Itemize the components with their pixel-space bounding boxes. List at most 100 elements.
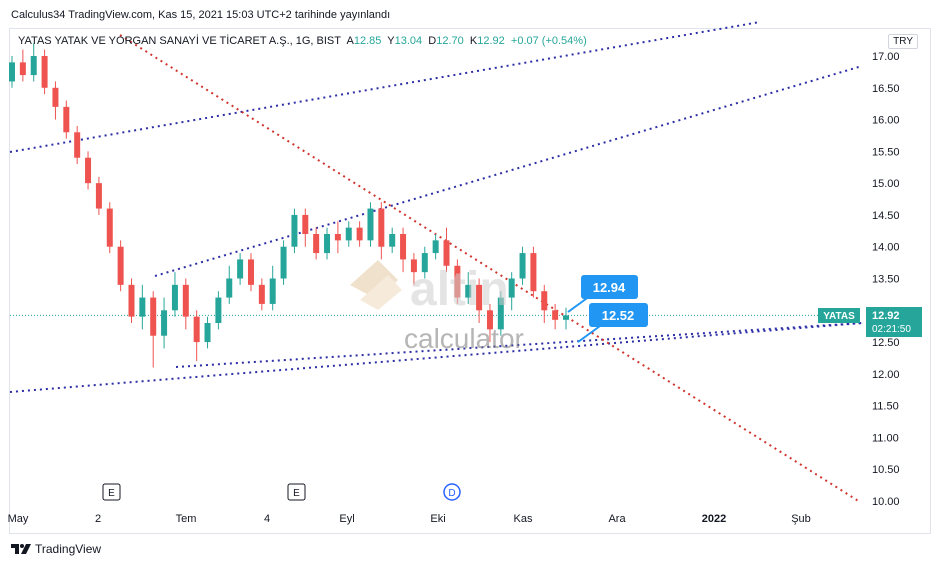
ohlc-low-value: 12.70 bbox=[436, 35, 464, 47]
chart-pane[interactable] bbox=[9, 28, 931, 534]
candle bbox=[41, 49, 48, 95]
candle-body bbox=[432, 240, 439, 254]
candle bbox=[63, 100, 70, 139]
candle bbox=[117, 240, 124, 292]
candle bbox=[247, 253, 254, 292]
candle bbox=[345, 221, 352, 247]
candle-body bbox=[421, 253, 428, 273]
y-tick-label: 11.50 bbox=[872, 401, 899, 413]
x-tick-label: 4 bbox=[264, 513, 270, 525]
candle bbox=[410, 253, 417, 285]
candle bbox=[313, 227, 320, 260]
ohlc-close-value: 12.92 bbox=[477, 35, 505, 47]
event-marker-dividend[interactable]: D bbox=[443, 483, 461, 501]
candle-body bbox=[30, 56, 37, 76]
event-marker-box bbox=[287, 483, 306, 501]
event-marker-earnings-2[interactable]: E bbox=[287, 483, 306, 501]
candle bbox=[237, 253, 244, 285]
candle-body bbox=[139, 297, 146, 317]
x-tick-label: Eki bbox=[430, 513, 445, 525]
y-tick-label: 15.00 bbox=[872, 178, 900, 190]
candle bbox=[269, 265, 276, 311]
candle bbox=[19, 49, 26, 82]
y-tick-label: 10.00 bbox=[872, 496, 900, 508]
candle bbox=[139, 284, 146, 330]
candle-body bbox=[74, 132, 81, 158]
candle-body bbox=[313, 234, 320, 254]
candle bbox=[476, 278, 483, 323]
y-tick-label: 16.50 bbox=[872, 83, 900, 95]
candle bbox=[9, 56, 15, 88]
channel-upper-line[interactable] bbox=[9, 21, 761, 153]
x-tick-label: May bbox=[8, 513, 29, 525]
channel-lower-line[interactable] bbox=[9, 322, 863, 393]
candle bbox=[465, 272, 472, 304]
candle-body bbox=[19, 62, 26, 76]
candle-body bbox=[563, 315, 569, 320]
callout-1252-pointer-icon bbox=[577, 325, 601, 343]
candle bbox=[400, 227, 407, 273]
candle-body bbox=[52, 87, 59, 107]
candle bbox=[204, 316, 211, 349]
event-marker-circle bbox=[443, 483, 461, 501]
candle-body bbox=[161, 310, 168, 336]
candle-body bbox=[356, 227, 363, 241]
candle bbox=[52, 81, 59, 120]
candle bbox=[519, 246, 526, 285]
candle-body bbox=[508, 278, 515, 298]
watermark-logo-shadow-icon bbox=[360, 275, 402, 310]
candle bbox=[215, 291, 222, 330]
footer: TradingView bbox=[11, 542, 101, 556]
candle-body bbox=[204, 323, 211, 343]
y-tick-label: 14.00 bbox=[872, 242, 900, 254]
time-axis[interactable]: May 2 Tem 4 Eyl Eki Kas Ara 2022 Şub bbox=[8, 513, 811, 525]
candle bbox=[497, 291, 504, 336]
callout-1294[interactable]: 12.94 bbox=[567, 275, 638, 313]
candle bbox=[226, 265, 233, 304]
candle bbox=[171, 272, 178, 317]
candle bbox=[421, 246, 428, 279]
candle-body bbox=[476, 284, 483, 311]
callout-1252-label: 12.52 bbox=[602, 308, 635, 323]
candle-body bbox=[215, 297, 222, 323]
callout-1294-box bbox=[581, 275, 638, 299]
candle bbox=[85, 151, 92, 190]
callout-1294-label: 12.94 bbox=[593, 280, 626, 295]
currency-badge[interactable]: TRY bbox=[888, 34, 918, 49]
candle-body bbox=[486, 310, 493, 330]
event-marker-label: D bbox=[448, 488, 455, 499]
watermark-brand: altin bbox=[410, 263, 509, 316]
candle-body bbox=[378, 208, 385, 247]
y-tick-label: 17.00 bbox=[872, 51, 900, 63]
candle bbox=[389, 227, 396, 254]
candle bbox=[161, 297, 168, 349]
candle-body bbox=[106, 208, 113, 247]
ohlc-close-key: K bbox=[469, 35, 478, 47]
support-line[interactable] bbox=[175, 322, 863, 368]
event-marker-earnings-1[interactable]: E bbox=[102, 483, 121, 501]
price-tag-box bbox=[866, 307, 922, 337]
candle-body bbox=[41, 56, 48, 88]
candle bbox=[443, 227, 450, 273]
candle-body bbox=[128, 284, 135, 317]
ohlc-high-key: Y bbox=[387, 35, 395, 47]
candle bbox=[486, 303, 493, 343]
channel-middle-line[interactable] bbox=[154, 65, 863, 277]
candle bbox=[541, 284, 548, 323]
candle-body bbox=[117, 246, 124, 285]
resistance-line[interactable] bbox=[119, 34, 861, 503]
callout-1252-box bbox=[589, 303, 648, 327]
candle-body bbox=[247, 259, 254, 285]
candle bbox=[334, 221, 341, 254]
price-axis[interactable]: 17.00 16.50 16.00 15.50 15.00 14.50 14.00 13.50… bbox=[872, 51, 900, 508]
candle bbox=[291, 208, 298, 254]
callout-1252[interactable]: 12.52 bbox=[577, 303, 648, 343]
candle-body bbox=[334, 234, 341, 241]
ohlc-open-value: 12.85 bbox=[353, 35, 382, 47]
candle-body bbox=[497, 297, 504, 330]
candle-body bbox=[443, 240, 450, 266]
candle bbox=[106, 202, 113, 254]
candle bbox=[74, 125, 81, 165]
